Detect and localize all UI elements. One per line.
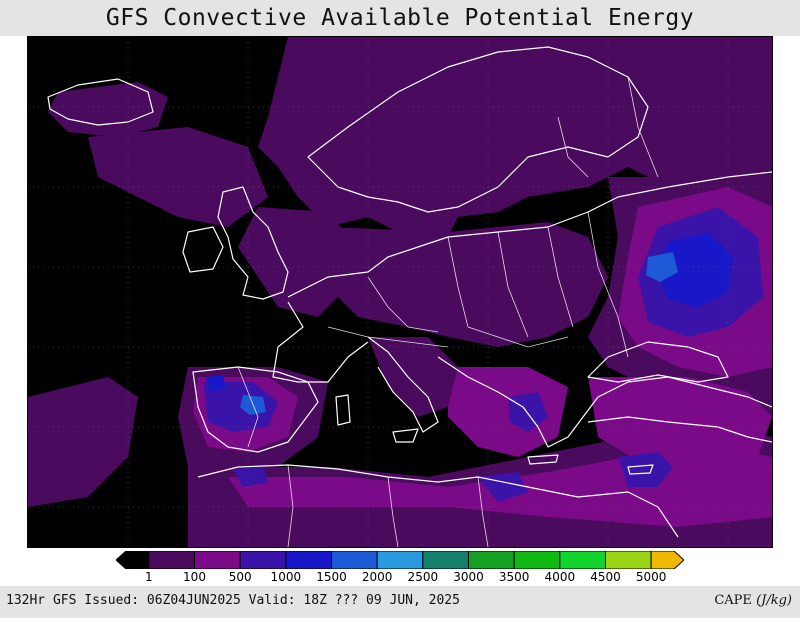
coastline-iceland bbox=[47, 78, 154, 126]
colorbar-bin bbox=[422, 551, 470, 569]
footer-bar: 132Hr GFS Issued: 06Z04JUN2025 Valid: 18… bbox=[0, 586, 800, 618]
cape-field-algeria bbox=[233, 467, 268, 487]
cape-field-east-peak bbox=[656, 232, 733, 307]
coastline-north-africa bbox=[197, 464, 679, 538]
coastline-turkey bbox=[587, 416, 772, 443]
colorbar-bin bbox=[559, 551, 607, 569]
colorbar-tick-label: 500 bbox=[228, 570, 252, 584]
colorbar-bin bbox=[513, 551, 561, 569]
colorbar-tick-label: 1500 bbox=[316, 570, 347, 584]
colorbar-tick-label: 4000 bbox=[544, 570, 576, 584]
cape-field-turkey bbox=[588, 377, 772, 477]
colorbar-bin bbox=[376, 551, 424, 569]
colorbar-bin bbox=[148, 551, 195, 569]
colorbar-bin bbox=[468, 551, 515, 569]
colorbar-tick-label: 4500 bbox=[590, 570, 621, 584]
cape-field-iberia-spot bbox=[206, 375, 226, 392]
cape-map bbox=[27, 36, 773, 548]
coastline-balkans bbox=[437, 356, 772, 448]
colorbar-bin bbox=[605, 551, 652, 569]
variable-name: CAPE bbox=[714, 593, 752, 608]
coastline-france bbox=[272, 301, 369, 383]
cape-field-italy bbox=[368, 337, 458, 417]
coastline-italy bbox=[367, 336, 439, 433]
cape-field-north bbox=[258, 37, 772, 237]
cape-field-greece bbox=[508, 392, 548, 432]
coastline-sardinia bbox=[335, 394, 351, 426]
cape-field-east-max bbox=[646, 252, 678, 282]
coastline-iberia bbox=[192, 366, 319, 453]
colorbar-tick-label: 1 bbox=[145, 570, 153, 584]
coastline-cyprus bbox=[627, 464, 654, 475]
run-info: 132Hr GFS Issued: 06Z04JUN2025 Valid: 18… bbox=[6, 593, 460, 608]
colorbar-tick-label: 3500 bbox=[498, 570, 530, 584]
coastline-britain bbox=[217, 186, 289, 300]
colorbar-tick-label: 3000 bbox=[453, 570, 484, 584]
coastline-ireland bbox=[182, 226, 224, 273]
cape-field-balkans bbox=[448, 367, 568, 457]
colorbar-tick-label: 2500 bbox=[407, 570, 439, 584]
title-bar: GFS Convective Available Potential Energ… bbox=[0, 0, 800, 36]
colorbar-bin bbox=[331, 551, 378, 569]
cape-field-cyprus bbox=[618, 452, 673, 487]
colorbar bbox=[116, 551, 684, 569]
cape-field-west-atlantic bbox=[28, 377, 138, 507]
colorbar-tick-label: 5000 bbox=[635, 570, 667, 584]
coastline-crete bbox=[527, 454, 559, 465]
colorbar-bin bbox=[194, 551, 241, 569]
colorbar-bin bbox=[650, 551, 684, 569]
variable-unit: (J/kg) bbox=[756, 593, 792, 608]
coastline-black-sea bbox=[587, 341, 729, 383]
map-title: GFS Convective Available Potential Energ… bbox=[105, 5, 695, 31]
coastline-sicily bbox=[392, 428, 419, 443]
colorbar-tick-label: 2000 bbox=[361, 570, 393, 584]
cape-field-iceland bbox=[48, 82, 168, 137]
colorbar-tick-label: 1000 bbox=[270, 570, 302, 584]
map-canvas bbox=[28, 37, 772, 547]
coastline-norway bbox=[307, 46, 649, 213]
colorbar-bin bbox=[239, 551, 287, 569]
colorbar-tick-label: 100 bbox=[183, 570, 206, 584]
variable-label: CAPE (J/kg) bbox=[714, 593, 792, 608]
colorbar-tick-labels: 1 100 500 1000 1500 2000 2500 3000 3500 4000 4500 5… bbox=[0, 570, 800, 586]
colorbar-bin bbox=[285, 551, 332, 569]
colorbar-bin bbox=[116, 551, 150, 569]
colorbar-swatches bbox=[116, 551, 684, 569]
cape-field-atlantic-a bbox=[88, 127, 268, 227]
graticule bbox=[28, 37, 772, 547]
